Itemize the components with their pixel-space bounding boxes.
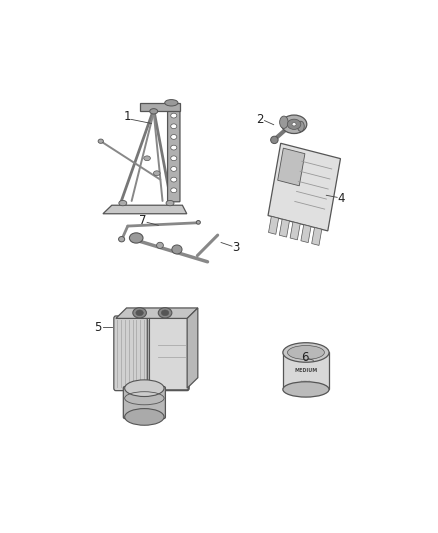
Ellipse shape bbox=[172, 245, 182, 254]
Ellipse shape bbox=[133, 308, 146, 318]
Text: 1: 1 bbox=[124, 110, 131, 123]
FancyBboxPatch shape bbox=[168, 108, 180, 202]
Ellipse shape bbox=[287, 119, 301, 130]
Text: MEDIUM: MEDIUM bbox=[294, 368, 318, 373]
Ellipse shape bbox=[119, 200, 127, 206]
Ellipse shape bbox=[161, 310, 169, 316]
Text: 2: 2 bbox=[256, 113, 264, 126]
Ellipse shape bbox=[292, 123, 296, 126]
Ellipse shape bbox=[171, 166, 177, 171]
Ellipse shape bbox=[144, 156, 150, 160]
FancyBboxPatch shape bbox=[283, 352, 329, 390]
Ellipse shape bbox=[171, 134, 177, 139]
Polygon shape bbox=[312, 228, 322, 245]
Text: 4: 4 bbox=[338, 192, 345, 205]
Ellipse shape bbox=[281, 115, 307, 134]
Ellipse shape bbox=[271, 136, 278, 143]
Polygon shape bbox=[116, 308, 198, 318]
Ellipse shape bbox=[171, 156, 177, 160]
Text: 7: 7 bbox=[139, 214, 147, 227]
Ellipse shape bbox=[125, 409, 164, 425]
Polygon shape bbox=[187, 308, 198, 388]
Ellipse shape bbox=[150, 109, 158, 114]
Polygon shape bbox=[103, 205, 187, 214]
Ellipse shape bbox=[166, 200, 174, 206]
Ellipse shape bbox=[279, 116, 288, 128]
Ellipse shape bbox=[129, 233, 143, 243]
Ellipse shape bbox=[98, 139, 103, 143]
Ellipse shape bbox=[125, 380, 164, 397]
Ellipse shape bbox=[153, 171, 160, 175]
Ellipse shape bbox=[157, 243, 163, 248]
Ellipse shape bbox=[171, 188, 177, 193]
Polygon shape bbox=[278, 148, 305, 186]
Ellipse shape bbox=[287, 345, 325, 359]
Ellipse shape bbox=[283, 382, 329, 397]
Ellipse shape bbox=[165, 100, 178, 106]
FancyBboxPatch shape bbox=[114, 316, 189, 391]
Text: --------: -------- bbox=[301, 378, 311, 382]
Ellipse shape bbox=[171, 113, 177, 118]
Polygon shape bbox=[268, 216, 279, 235]
Ellipse shape bbox=[136, 310, 143, 316]
Polygon shape bbox=[141, 103, 180, 111]
Ellipse shape bbox=[171, 177, 177, 182]
Ellipse shape bbox=[297, 121, 304, 132]
Ellipse shape bbox=[283, 343, 329, 362]
Text: 5: 5 bbox=[95, 321, 102, 334]
Ellipse shape bbox=[119, 237, 125, 242]
Text: 3: 3 bbox=[233, 241, 240, 254]
Ellipse shape bbox=[158, 308, 172, 318]
Ellipse shape bbox=[171, 145, 177, 150]
Polygon shape bbox=[268, 143, 340, 231]
Polygon shape bbox=[279, 219, 290, 237]
Ellipse shape bbox=[171, 124, 177, 128]
FancyBboxPatch shape bbox=[124, 386, 166, 418]
Text: 6: 6 bbox=[301, 351, 309, 364]
Polygon shape bbox=[301, 225, 311, 243]
Polygon shape bbox=[290, 222, 300, 240]
FancyBboxPatch shape bbox=[147, 317, 188, 390]
Ellipse shape bbox=[196, 221, 200, 224]
